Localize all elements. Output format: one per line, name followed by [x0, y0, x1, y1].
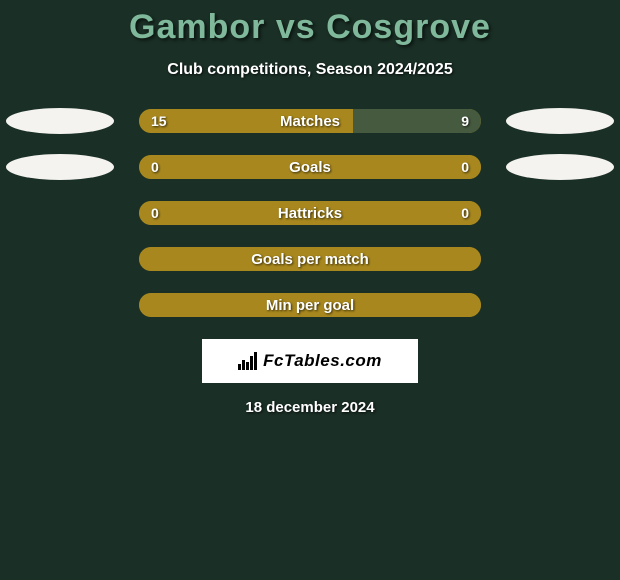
- stat-value-right: 0: [461, 159, 469, 175]
- player-left-ellipse: [6, 108, 114, 134]
- stat-row: 15 Matches 9: [0, 109, 620, 133]
- stat-bar: 15 Matches 9: [139, 109, 481, 133]
- stat-label: Hattricks: [278, 205, 342, 222]
- stat-value-left: 0: [151, 205, 159, 221]
- brand-text: FcTables.com: [263, 351, 382, 371]
- stat-label: Min per goal: [266, 297, 354, 314]
- comparison-title: Gambor vs Cosgrove: [0, 0, 620, 47]
- chart-icon: [238, 352, 257, 370]
- stat-bar: 0 Hattricks 0: [139, 201, 481, 225]
- stat-value-left: 0: [151, 159, 159, 175]
- brand-badge: FcTables.com: [202, 339, 418, 383]
- snapshot-date: 18 december 2024: [0, 399, 620, 416]
- stat-bar: 0 Goals 0: [139, 155, 481, 179]
- stat-bar: Min per goal: [139, 293, 481, 317]
- stat-row: Goals per match: [0, 247, 620, 271]
- stat-rows: 15 Matches 9 0 Goals 0 0 Hattricks 0 Goals per ma…: [0, 109, 620, 317]
- stat-value-right: 0: [461, 205, 469, 221]
- stat-row: 0 Goals 0: [0, 155, 620, 179]
- stat-row: 0 Hattricks 0: [0, 201, 620, 225]
- stat-label: Goals: [289, 159, 331, 176]
- player-left-ellipse: [6, 154, 114, 180]
- stat-value-right: 9: [461, 113, 469, 129]
- stat-label: Goals per match: [251, 251, 369, 268]
- player-right-ellipse: [506, 108, 614, 134]
- stat-bar: Goals per match: [139, 247, 481, 271]
- comparison-subtitle: Club competitions, Season 2024/2025: [0, 61, 620, 79]
- stat-row: Min per goal: [0, 293, 620, 317]
- stat-label: Matches: [280, 113, 340, 130]
- player-right-ellipse: [506, 154, 614, 180]
- stat-value-left: 15: [151, 113, 167, 129]
